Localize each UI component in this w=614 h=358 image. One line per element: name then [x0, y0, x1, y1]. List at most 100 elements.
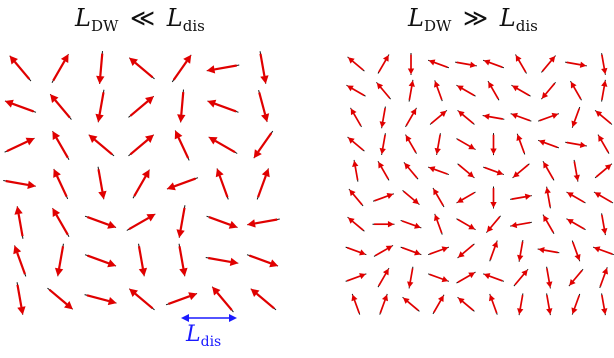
spin-arrow	[84, 215, 118, 229]
spin-shaft	[87, 254, 110, 265]
spin-shaft	[352, 193, 363, 206]
spin-shaft	[54, 99, 71, 119]
spin-shaft	[457, 138, 471, 148]
spin-arrowhead	[544, 187, 551, 194]
spin-arrowhead	[468, 143, 476, 150]
spin-arrowhead	[601, 67, 608, 75]
spin-arrowhead	[548, 55, 556, 63]
spin-arrow	[457, 243, 475, 259]
spin-arrow	[432, 294, 445, 315]
spin-arrow	[128, 95, 155, 118]
spin-shaft	[173, 177, 196, 188]
spin-arrow	[379, 133, 386, 156]
spin-arrow	[515, 54, 527, 74]
spin-arrow	[510, 193, 532, 200]
spin-shaft	[13, 61, 31, 80]
spin-arrowhead	[407, 281, 414, 288]
spin-arrowhead	[551, 112, 559, 119]
spin-shaft	[346, 275, 361, 282]
spin-shaft	[403, 190, 415, 202]
spin-shaft	[254, 218, 278, 225]
title-left: LDW ≪ Ldis	[75, 4, 205, 35]
spin-arrow	[601, 79, 608, 102]
spin-arrow	[405, 107, 417, 128]
spin-arrowhead	[215, 168, 224, 178]
spin-shaft	[259, 53, 266, 77]
spin-arrow	[377, 161, 390, 181]
spin-arrow	[402, 190, 420, 205]
spin-arrow	[565, 61, 587, 68]
spin-shaft	[573, 295, 580, 309]
spin-arrowhead	[569, 278, 576, 286]
spin-arrow	[249, 287, 277, 311]
spin-shaft	[434, 168, 448, 175]
spin-arrowhead	[490, 201, 497, 208]
spin-arrow	[573, 159, 580, 182]
spin-arrowhead	[352, 160, 359, 167]
spin-arrowhead	[601, 228, 608, 235]
spin-arrowhead	[347, 137, 355, 144]
spin-arrowhead	[441, 276, 449, 283]
spin-arrow	[51, 207, 70, 237]
spin-arrowhead	[382, 268, 389, 276]
spin-arrowhead	[457, 110, 465, 117]
spin-arrowhead	[351, 294, 358, 302]
spin-arrowhead	[179, 267, 188, 277]
spin-arrowhead	[405, 135, 412, 142]
spin-arrowhead	[250, 288, 260, 297]
spin-arrowhead	[538, 139, 546, 146]
spin-arrowhead	[433, 214, 440, 222]
spin-arrowhead	[359, 273, 366, 280]
spin-shaft	[381, 134, 386, 149]
spin-arrow	[517, 293, 524, 316]
spin-arrow	[427, 273, 450, 283]
spin-arrowhead	[490, 148, 497, 155]
spin-arrowhead	[60, 54, 69, 64]
spin-shaft	[256, 292, 275, 310]
spin-arrow	[246, 218, 280, 228]
spin-arrowhead	[188, 292, 198, 301]
spin-shaft	[539, 115, 553, 122]
spin-arrow	[429, 109, 448, 125]
spin-arrowhead	[434, 147, 441, 155]
spin-arrowhead	[387, 221, 394, 228]
title-right-rhs-sub: dis	[515, 17, 538, 35]
spin-shaft	[462, 300, 474, 311]
spin-arrowhead	[359, 249, 366, 256]
spin-arrowhead	[412, 197, 420, 205]
dense-field	[345, 53, 614, 316]
spin-arrowhead	[379, 147, 386, 155]
spin-arrowhead	[538, 246, 545, 254]
spin-arrow	[544, 186, 551, 209]
spin-shaft	[99, 53, 104, 77]
spin-shaft	[257, 132, 273, 153]
spin-arrowhead	[64, 301, 73, 310]
spin-arrow	[49, 93, 72, 120]
spin-shaft	[379, 299, 386, 314]
spin-arrowhead	[566, 192, 574, 199]
spin-shaft	[516, 115, 531, 122]
spin-arrow	[434, 133, 441, 156]
spin-shaft	[457, 218, 471, 228]
spin-shaft	[436, 86, 443, 100]
spin-arrow	[84, 254, 118, 268]
spin-shaft	[546, 268, 551, 283]
spin-arrowhead	[510, 221, 518, 229]
title-left-sub: DW	[90, 17, 119, 35]
spin-arrow	[345, 246, 367, 256]
spin-arrow	[207, 136, 238, 154]
spin-arrow	[488, 293, 498, 315]
title-right: LDW ≫ Ldis	[408, 4, 538, 35]
spin-arrow	[3, 179, 37, 190]
title-right-relation: ≫	[463, 4, 489, 32]
title-left-relation: ≪	[130, 4, 156, 32]
spin-arrow	[377, 267, 390, 288]
spin-shaft	[571, 194, 585, 203]
spin-arrowhead	[177, 114, 186, 123]
spin-shaft	[491, 299, 498, 314]
spin-arrow	[52, 167, 69, 200]
spin-shaft	[133, 175, 147, 197]
spin-shaft	[571, 221, 585, 230]
spin-arrowhead	[488, 294, 495, 302]
spin-arrowhead	[483, 273, 491, 280]
